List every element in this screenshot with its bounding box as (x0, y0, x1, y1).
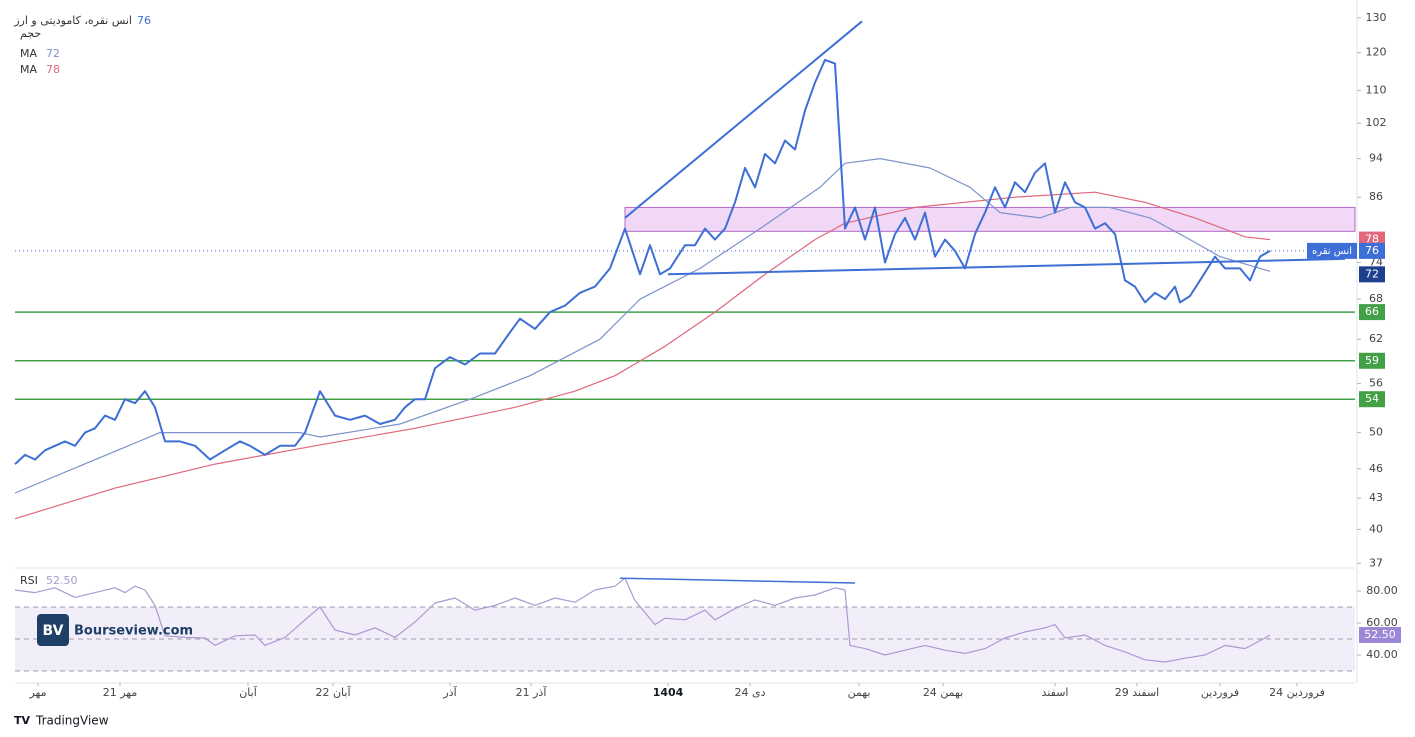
zone (624, 206, 1356, 232)
y-tick-label: 102 (1366, 116, 1387, 129)
watermark-text: Bourseview.com (74, 624, 193, 639)
footer-logo: TV (14, 714, 31, 727)
level-tag-label: 66 (1365, 305, 1379, 318)
x-tick-label: آذر (442, 685, 457, 699)
x-tick-label: مهر (28, 686, 46, 699)
legend-name: انس نقره، کامودیتی و ارز (13, 14, 132, 27)
price-tag (1359, 266, 1385, 283)
y-tick-label: 56 (1369, 376, 1383, 389)
x-tick-label: 22 آبان (315, 685, 351, 699)
rsi-tag (1359, 626, 1401, 643)
rsi-y-tick-label: 60.00 (1366, 616, 1398, 629)
x-tick-label: فروردین (1201, 686, 1239, 699)
y-tick-label: 120 (1366, 46, 1387, 59)
x-tick-label: 29 اسفند (1115, 686, 1159, 699)
y-tick-label: 94 (1369, 152, 1383, 165)
x-tick-label: 24 بهمن (923, 686, 963, 699)
x-tick-label: 21 مهر (103, 686, 138, 699)
legend-value: 78 (46, 63, 60, 76)
y-tick-label: 62 (1369, 332, 1383, 345)
label-layer: حجم BV Bourseview.com TV TradingView 66 5… (13, 14, 1401, 728)
series-line (14, 158, 1271, 494)
y-tick-label: 40 (1369, 522, 1383, 535)
plot-layer (14, 20, 1346, 663)
rsi-y-tick-label: 40.00 (1366, 648, 1398, 661)
x-tick-label: آبان (239, 685, 257, 699)
rsi-name: RSI (20, 574, 38, 587)
series-line (14, 191, 1271, 520)
x-tick-label: 21 آذر (516, 685, 548, 699)
legend-name: MA (20, 47, 37, 60)
trendline (624, 20, 863, 219)
price-tag-label: 76 (1365, 244, 1379, 257)
y-tick-label: 68 (1369, 292, 1383, 305)
series-tag (1307, 242, 1357, 259)
level-tag-label: 54 (1365, 392, 1379, 405)
volume-label: حجم (20, 27, 41, 40)
y-tick-label: 46 (1369, 462, 1383, 475)
x-tick-label: 24 دی (734, 686, 765, 699)
watermark-logo-box (37, 614, 69, 646)
price-tag (1359, 242, 1385, 259)
price-tag-label: 78 (1365, 233, 1379, 246)
legend-value: 76 (137, 14, 151, 27)
level-tag (1359, 391, 1385, 408)
series-line (14, 58, 1271, 465)
x-tick-label: بهمن (848, 686, 871, 699)
rsi-tag-label: 52.50 (1364, 628, 1396, 641)
x-tick-label: 1404 (653, 686, 684, 699)
level-tag-label: 59 (1365, 354, 1379, 367)
price-tag-label: 72 (1365, 267, 1379, 280)
y-tick-label: 130 (1366, 11, 1387, 24)
y-tick-label: 86 (1369, 190, 1383, 203)
watermark-logo: BV (43, 623, 64, 639)
legend-name: MA (20, 63, 37, 76)
rsi-value: 52.50 (46, 574, 78, 587)
x-tick-label: 24 فروردین (1269, 686, 1325, 699)
y-tick-label: 50 (1369, 426, 1383, 439)
series-tag-label: انس نقره (1312, 246, 1352, 257)
y-tick-label: 110 (1366, 83, 1387, 96)
rsi-trendline (619, 577, 856, 584)
legend-value: 72 (46, 47, 60, 60)
y-tick-label: 43 (1369, 491, 1383, 504)
trendline (667, 257, 1346, 276)
level-tag (1359, 352, 1385, 369)
y-tick-label: 37 (1369, 556, 1383, 569)
level-tag (1359, 304, 1385, 321)
x-tick-label: اسفند (1042, 686, 1069, 699)
rsi-line (14, 577, 1271, 663)
footer-text: TradingView (35, 714, 109, 728)
rsi-y-tick-label: 80.00 (1366, 584, 1398, 597)
